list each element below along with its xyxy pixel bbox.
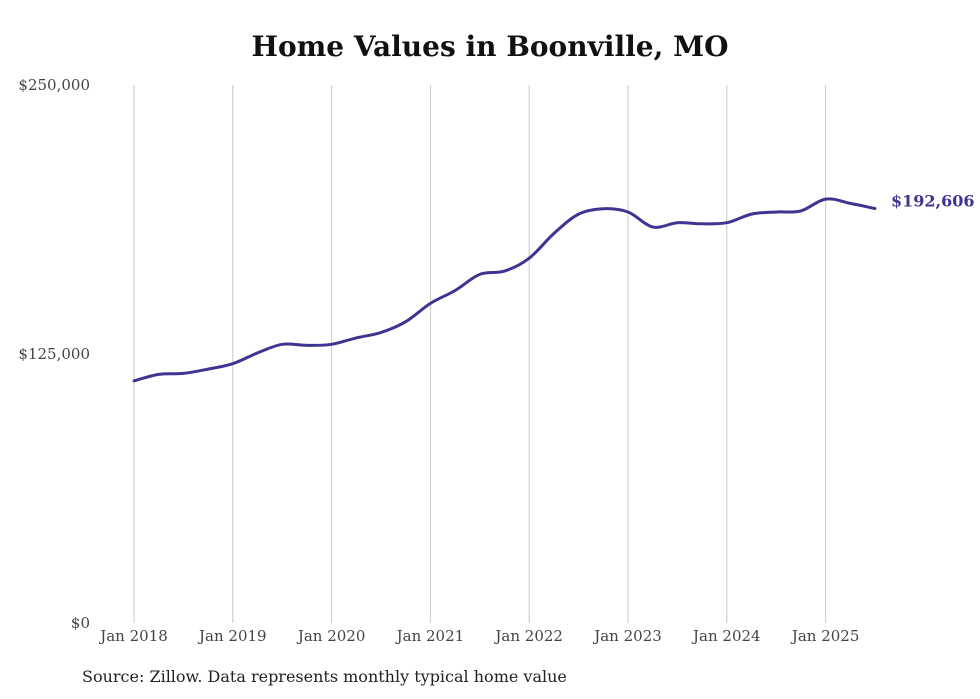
grid-lines <box>133 85 827 623</box>
source-note: Source: Zillow. Data represents monthly … <box>82 667 567 686</box>
series-layer <box>132 197 877 383</box>
x-tick-label: Jan 2018 <box>98 627 168 645</box>
y-tick-label: $0 <box>71 614 90 632</box>
x-axis-tick-labels: Jan 2018 Jan 2019 Jan 2020 Jan 2021 Jan 2022… <box>98 627 859 645</box>
x-tick-label: Jan 2023 <box>592 627 662 645</box>
chart-title: Home Values in Boonville, MO <box>251 30 729 63</box>
x-tick-label: Jan 2020 <box>296 627 366 645</box>
y-tick-label: $125,000 <box>18 345 90 363</box>
x-tick-label: Jan 2024 <box>691 627 761 645</box>
x-tick-label: Jan 2021 <box>395 627 465 645</box>
series-line <box>132 197 877 383</box>
y-axis-tick-labels: $0 $125,000 $250,000 <box>18 76 90 632</box>
end-value-label: $192,606 <box>891 192 975 211</box>
x-tick-label: Jan 2025 <box>790 627 860 645</box>
x-tick-label: Jan 2022 <box>493 627 563 645</box>
x-tick-label: Jan 2019 <box>197 627 267 645</box>
end-value-label-layer: $192,606 <box>891 192 975 211</box>
y-tick-label: $250,000 <box>18 76 90 94</box>
